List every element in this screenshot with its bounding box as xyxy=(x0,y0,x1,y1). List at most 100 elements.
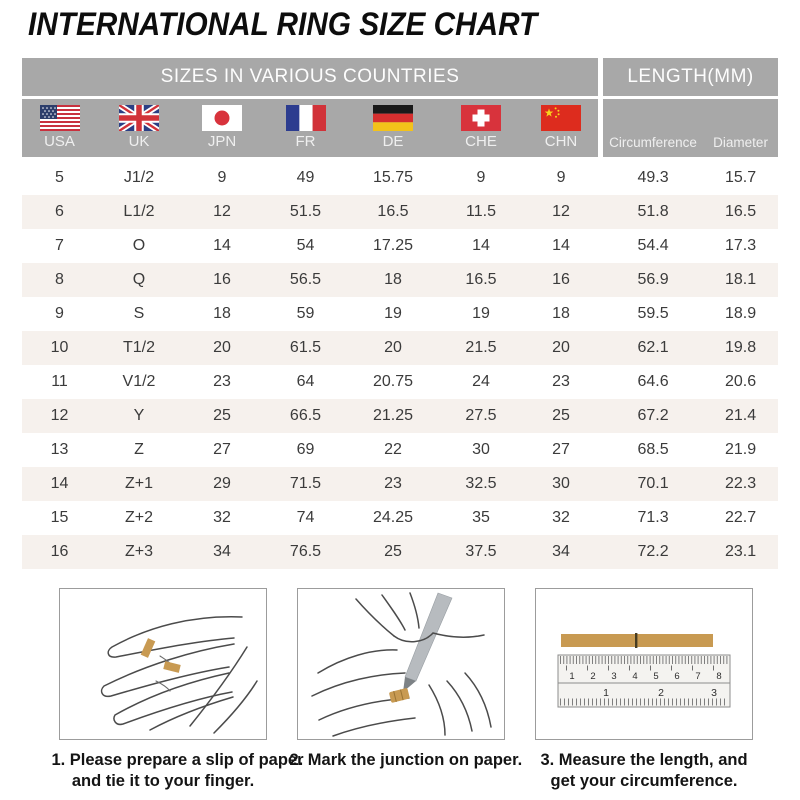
column-gap xyxy=(598,501,604,535)
column-header-fr: FR xyxy=(263,99,348,157)
column-gap xyxy=(598,297,604,331)
table-cell: 20.75 xyxy=(348,365,438,399)
table-cell: 11 xyxy=(22,365,97,399)
table-cell: 9 xyxy=(438,161,524,195)
column-gap xyxy=(598,263,604,297)
table-cell: L1/2 xyxy=(97,195,181,229)
table-cell: 74 xyxy=(263,501,348,535)
table-cell: 24.25 xyxy=(348,501,438,535)
step-2-caption: 2. Mark the junction on paper. xyxy=(289,749,522,770)
column-header-uk: UK xyxy=(97,99,181,157)
table-cell: 72.2 xyxy=(603,535,704,569)
column-gap xyxy=(598,365,604,399)
table-cell: 16.5 xyxy=(703,195,779,229)
ruler-number: 6 xyxy=(674,671,679,682)
ruler-number: 1 xyxy=(603,687,609,699)
ruler-number: 3 xyxy=(711,687,717,699)
table-cell: 51.8 xyxy=(603,195,704,229)
length-group-header: LENGTH(MM) xyxy=(603,58,779,96)
sizes-group-header: SIZES IN VARIOUS COUNTRIES xyxy=(22,58,599,96)
step-2: 2. Mark the junction on paper. xyxy=(286,588,522,770)
page-title: INTERNATIONAL RING SIZE CHART xyxy=(28,6,538,42)
table-cell: 5 xyxy=(22,161,97,195)
table-cell: 21.4 xyxy=(703,399,779,433)
table-row: 9 S 18 59 19 19 18 59.5 18.9 xyxy=(22,297,779,331)
table-cell: J1/2 xyxy=(97,161,181,195)
china-flag-icon xyxy=(541,105,582,131)
column-label: Circumference xyxy=(609,135,697,150)
table-cell: V1/2 xyxy=(97,365,181,399)
table-cell: T1/2 xyxy=(97,331,181,365)
table-cell: 6 xyxy=(22,195,97,229)
table-cell: 16 xyxy=(22,535,97,569)
table-cell: 15.7 xyxy=(703,161,779,195)
table-cell: 9 xyxy=(22,297,97,331)
table-cell: 37.5 xyxy=(438,535,524,569)
ruler-number: 4 xyxy=(632,671,637,682)
column-label: CHN xyxy=(544,133,578,150)
table-cell: 35 xyxy=(438,501,524,535)
germany-flag-icon xyxy=(373,105,413,131)
caption-line: 1. Please prepare a slip of paper xyxy=(51,750,304,769)
table-cell: 15 xyxy=(22,501,97,535)
column-label: JPN xyxy=(207,133,237,150)
uk-flag-icon xyxy=(119,105,159,131)
table-cell: Z xyxy=(97,433,181,467)
column-label: FR xyxy=(295,133,316,150)
table-cell: 25 xyxy=(524,399,599,433)
table-cell: 16 xyxy=(181,263,263,297)
table-cell: 30 xyxy=(438,433,524,467)
column-label: Diameter xyxy=(713,135,768,150)
table-cell: 23 xyxy=(524,365,599,399)
table-cell: 20 xyxy=(524,331,599,365)
table-row: 10 T1/2 20 61.5 20 21.5 20 62.1 19.8 xyxy=(22,331,779,365)
table-row: 16 Z+3 34 76.5 25 37.5 34 72.2 23.1 xyxy=(22,535,779,569)
table-cell: 27 xyxy=(524,433,599,467)
table-cell: 34 xyxy=(181,535,263,569)
column-gap xyxy=(598,433,604,467)
table-cell: 22.3 xyxy=(703,467,779,501)
table-cell: 61.5 xyxy=(263,331,348,365)
table-cell: 64.6 xyxy=(603,365,704,399)
column-gap xyxy=(598,467,604,501)
table-cell: 13 xyxy=(22,433,97,467)
table-row: 5 J1/2 9 49 15.75 9 9 49.3 15.7 xyxy=(22,161,779,195)
column-header-de: DE xyxy=(348,99,438,157)
header-gap xyxy=(598,58,604,96)
table-row: 15 Z+2 32 74 24.25 35 32 71.3 22.7 xyxy=(22,501,779,535)
table-cell: 68.5 xyxy=(603,433,704,467)
caption-line: and tie it to your finger. xyxy=(71,771,255,790)
column-header-chn: CHN xyxy=(524,99,599,157)
table-cell: 25 xyxy=(348,535,438,569)
table-row: 8 Q 16 56.5 18 16.5 16 56.9 18.1 xyxy=(22,263,779,297)
table-cell: 17.25 xyxy=(348,229,438,263)
column-header-jpn: JPN xyxy=(181,99,263,157)
table-cell: 21.5 xyxy=(438,331,524,365)
table-cell: Y xyxy=(97,399,181,433)
table-cell: 9 xyxy=(181,161,263,195)
column-label: USA xyxy=(44,133,75,150)
ruler-number: 3 xyxy=(611,671,616,682)
table-cell: 27 xyxy=(181,433,263,467)
table-row: 13 Z 27 69 22 30 27 68.5 21.9 xyxy=(22,433,779,467)
group-header-row: SIZES IN VARIOUS COUNTRIES LENGTH(MM) xyxy=(22,58,779,96)
table-cell: 56.9 xyxy=(603,263,704,297)
table-cell: 32 xyxy=(181,501,263,535)
table-cell: Z+3 xyxy=(97,535,181,569)
ruler-number: 5 xyxy=(653,671,658,682)
table-cell: 66.5 xyxy=(263,399,348,433)
table-cell: Z+1 xyxy=(97,467,181,501)
table-cell: 23 xyxy=(348,467,438,501)
caption-line: get your circumference. xyxy=(550,771,738,790)
table-cell: 16.5 xyxy=(348,195,438,229)
table-cell: 67.2 xyxy=(603,399,704,433)
ruler-number: 7 xyxy=(695,671,700,682)
table-cell: 18.1 xyxy=(703,263,779,297)
table-cell: 62.1 xyxy=(603,331,704,365)
table-cell: 14 xyxy=(181,229,263,263)
table-cell: 14 xyxy=(524,229,599,263)
table-cell: 21.9 xyxy=(703,433,779,467)
table-cell: S xyxy=(97,297,181,331)
ring-size-table: SIZES IN VARIOUS COUNTRIES LENGTH(MM) xyxy=(22,58,779,569)
